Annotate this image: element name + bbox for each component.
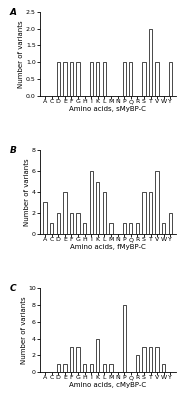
Bar [57, 364, 60, 372]
Bar [162, 223, 165, 234]
Bar [96, 62, 99, 96]
Bar [43, 202, 47, 234]
Bar [149, 347, 152, 372]
Bar [103, 192, 106, 234]
Bar [109, 364, 113, 372]
Bar [83, 223, 86, 234]
Bar [142, 347, 146, 372]
X-axis label: Amino acids, cMyBP-C: Amino acids, cMyBP-C [69, 382, 146, 388]
Bar [76, 62, 80, 96]
Bar [103, 62, 106, 96]
Bar [70, 62, 73, 96]
Y-axis label: Number of variants: Number of variants [18, 20, 24, 88]
Bar [96, 338, 99, 372]
Bar [76, 213, 80, 234]
Bar [136, 355, 139, 372]
Bar [155, 347, 159, 372]
Bar [96, 182, 99, 234]
Bar [50, 223, 53, 234]
Text: C: C [10, 284, 17, 293]
Text: A: A [10, 8, 17, 17]
Y-axis label: Number of variants: Number of variants [20, 296, 26, 364]
Bar [162, 364, 165, 372]
Bar [129, 62, 132, 96]
Bar [155, 171, 159, 234]
Bar [63, 192, 66, 234]
Bar [70, 213, 73, 234]
Y-axis label: Number of variants: Number of variants [24, 158, 30, 226]
Bar [155, 62, 159, 96]
Bar [57, 213, 60, 234]
Bar [83, 364, 86, 372]
Bar [169, 213, 172, 234]
Bar [70, 347, 73, 372]
Bar [63, 62, 66, 96]
Bar [57, 62, 60, 96]
Bar [109, 223, 113, 234]
Bar [136, 223, 139, 234]
Bar [129, 223, 132, 234]
Bar [63, 364, 66, 372]
Bar [123, 62, 126, 96]
Bar [142, 62, 146, 96]
Bar [90, 171, 93, 234]
Bar [103, 364, 106, 372]
Bar [169, 62, 172, 96]
Bar [142, 192, 146, 234]
Bar [149, 29, 152, 96]
Text: B: B [10, 146, 17, 155]
Bar [123, 223, 126, 234]
Bar [123, 305, 126, 372]
Bar [76, 347, 80, 372]
X-axis label: Amino acids, sMyBP-C: Amino acids, sMyBP-C [69, 106, 146, 112]
X-axis label: Amino acids, fMyBP-C: Amino acids, fMyBP-C [70, 244, 146, 250]
Bar [90, 364, 93, 372]
Bar [149, 192, 152, 234]
Bar [90, 62, 93, 96]
